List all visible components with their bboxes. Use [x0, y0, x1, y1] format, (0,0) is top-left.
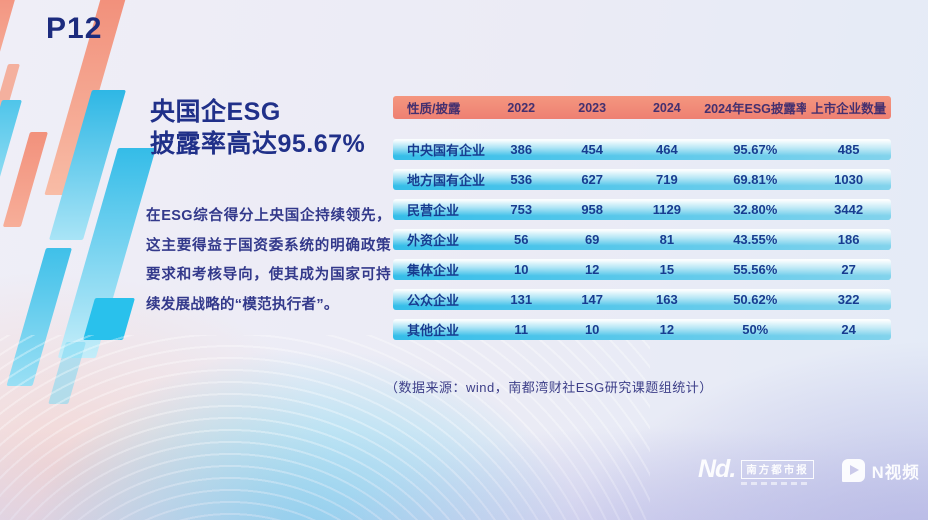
table-cell: 147 [581, 292, 604, 307]
table-cell: 50% [742, 322, 769, 337]
table-cell: 50.62% [733, 292, 778, 307]
table-cell: 12 [659, 322, 675, 337]
play-button-icon [841, 459, 865, 482]
table-cell: 中央国有企业 [407, 143, 486, 158]
nandu-slogan-decor [741, 482, 807, 485]
table-cell: 12 [584, 262, 600, 277]
table-cell: 958 [581, 202, 604, 217]
table-cell: 131 [510, 292, 533, 307]
table-cell: 753 [510, 202, 533, 217]
table-cell: 536 [510, 172, 533, 187]
table-cell: 11 [514, 322, 529, 337]
table-row: 中央国有企业 386 454 464 95.67% 485 [393, 139, 891, 160]
table-row: 公众企业 131 147 163 50.62% 322 [393, 289, 891, 310]
table-cell: 186 [837, 232, 860, 247]
n-video-label: N视频 [871, 463, 920, 482]
table-cell: 719 [656, 172, 678, 187]
table-cell: 56 [513, 232, 529, 247]
decor-footer-gradient [0, 430, 928, 520]
column-header: 性质/披露 [407, 102, 461, 116]
slide-title-line1: 央国企ESG [150, 98, 281, 126]
table-cell: 10 [584, 322, 600, 337]
column-header: 2024 [652, 100, 681, 115]
slide-body-paragraph: 在ESG综合得分上央国企持续领先，这主要得益于国资委系统的明确政策要求和考核导向… [146, 208, 391, 313]
table-row: 民营企业 753 958 1129 32.80% 3442 [393, 199, 891, 220]
table-cell: 15 [659, 262, 675, 277]
table-cell: 43.55% [733, 232, 778, 247]
slide-title-line2: 披露率高达95.67% [150, 130, 366, 158]
table-cell: 1129 [652, 202, 681, 217]
table-cell: 外资企业 [407, 233, 460, 248]
table-cell: 485 [837, 142, 860, 157]
nandu-name-label: 南方都市报 [741, 460, 814, 479]
table-cell: 55.56% [733, 262, 778, 277]
nandu-name-box: 南方都市报 [741, 460, 814, 485]
data-source-note: （数据来源：wind，南都湾财社ESG研究课题组统计） [385, 380, 713, 395]
table-cell: 627 [581, 172, 604, 187]
table-row: 地方国有企业 536 627 719 69.81% 1030 [393, 169, 891, 190]
table-cell: 24 [841, 322, 856, 337]
table-cell: 公众企业 [407, 293, 460, 308]
table-cell: 81 [659, 232, 675, 247]
table-cell: 322 [837, 292, 860, 307]
column-header: 2022 [507, 100, 536, 115]
table-cell: 163 [656, 292, 678, 307]
column-header: 2023 [578, 100, 607, 115]
esg-disclosure-table: 性质/披露 2022 2023 2024 2024年ESG披露率 上市企业数量 … [393, 96, 891, 349]
table-cell: 其他企业 [407, 323, 460, 338]
table-header-row: 性质/披露 2022 2023 2024 2024年ESG披露率 上市企业数量 [393, 96, 891, 119]
table-cell: 集体企业 [407, 263, 460, 278]
play-triangle-icon [849, 465, 859, 475]
nandu-daily-logo: Nd. 南方都市报 [698, 456, 814, 485]
nandu-wordmark: Nd. [698, 455, 736, 483]
table-cell: 95.67% [733, 142, 778, 157]
table-row: 其他企业 11 10 12 50% 24 [393, 319, 891, 340]
column-header: 2024年ESG披露率 [704, 102, 807, 116]
table-cell: 32.80% [733, 202, 778, 217]
table-cell: 69 [584, 232, 600, 247]
table-cell: 3442 [834, 202, 864, 217]
table-cell: 464 [656, 142, 678, 157]
column-header: 上市企业数量 [811, 102, 887, 116]
table-cell: 454 [581, 142, 604, 157]
table-cell: 69.81% [733, 172, 778, 187]
footer-brand-logos: Nd. 南方都市报 N视频 [698, 456, 920, 485]
table-cell: 1030 [834, 172, 864, 187]
n-video-logo: N视频 [841, 459, 920, 483]
decor-stripe-cyan [48, 342, 86, 404]
page-number-label: P12 [46, 12, 103, 45]
table-cell: 地方国有企业 [407, 173, 486, 188]
table-cell: 民营企业 [407, 203, 460, 218]
table-cell: 10 [513, 262, 529, 277]
decor-stripe-salmon [2, 132, 48, 227]
table-row: 外资企业 56 69 81 43.55% 186 [393, 229, 891, 250]
slide-title: 央国企ESG 披露率高达95.67% [150, 96, 365, 160]
table-cell: 386 [510, 142, 533, 157]
table-row: 集体企业 10 12 15 55.56% 27 [393, 259, 891, 280]
table-cell: 27 [841, 262, 856, 277]
